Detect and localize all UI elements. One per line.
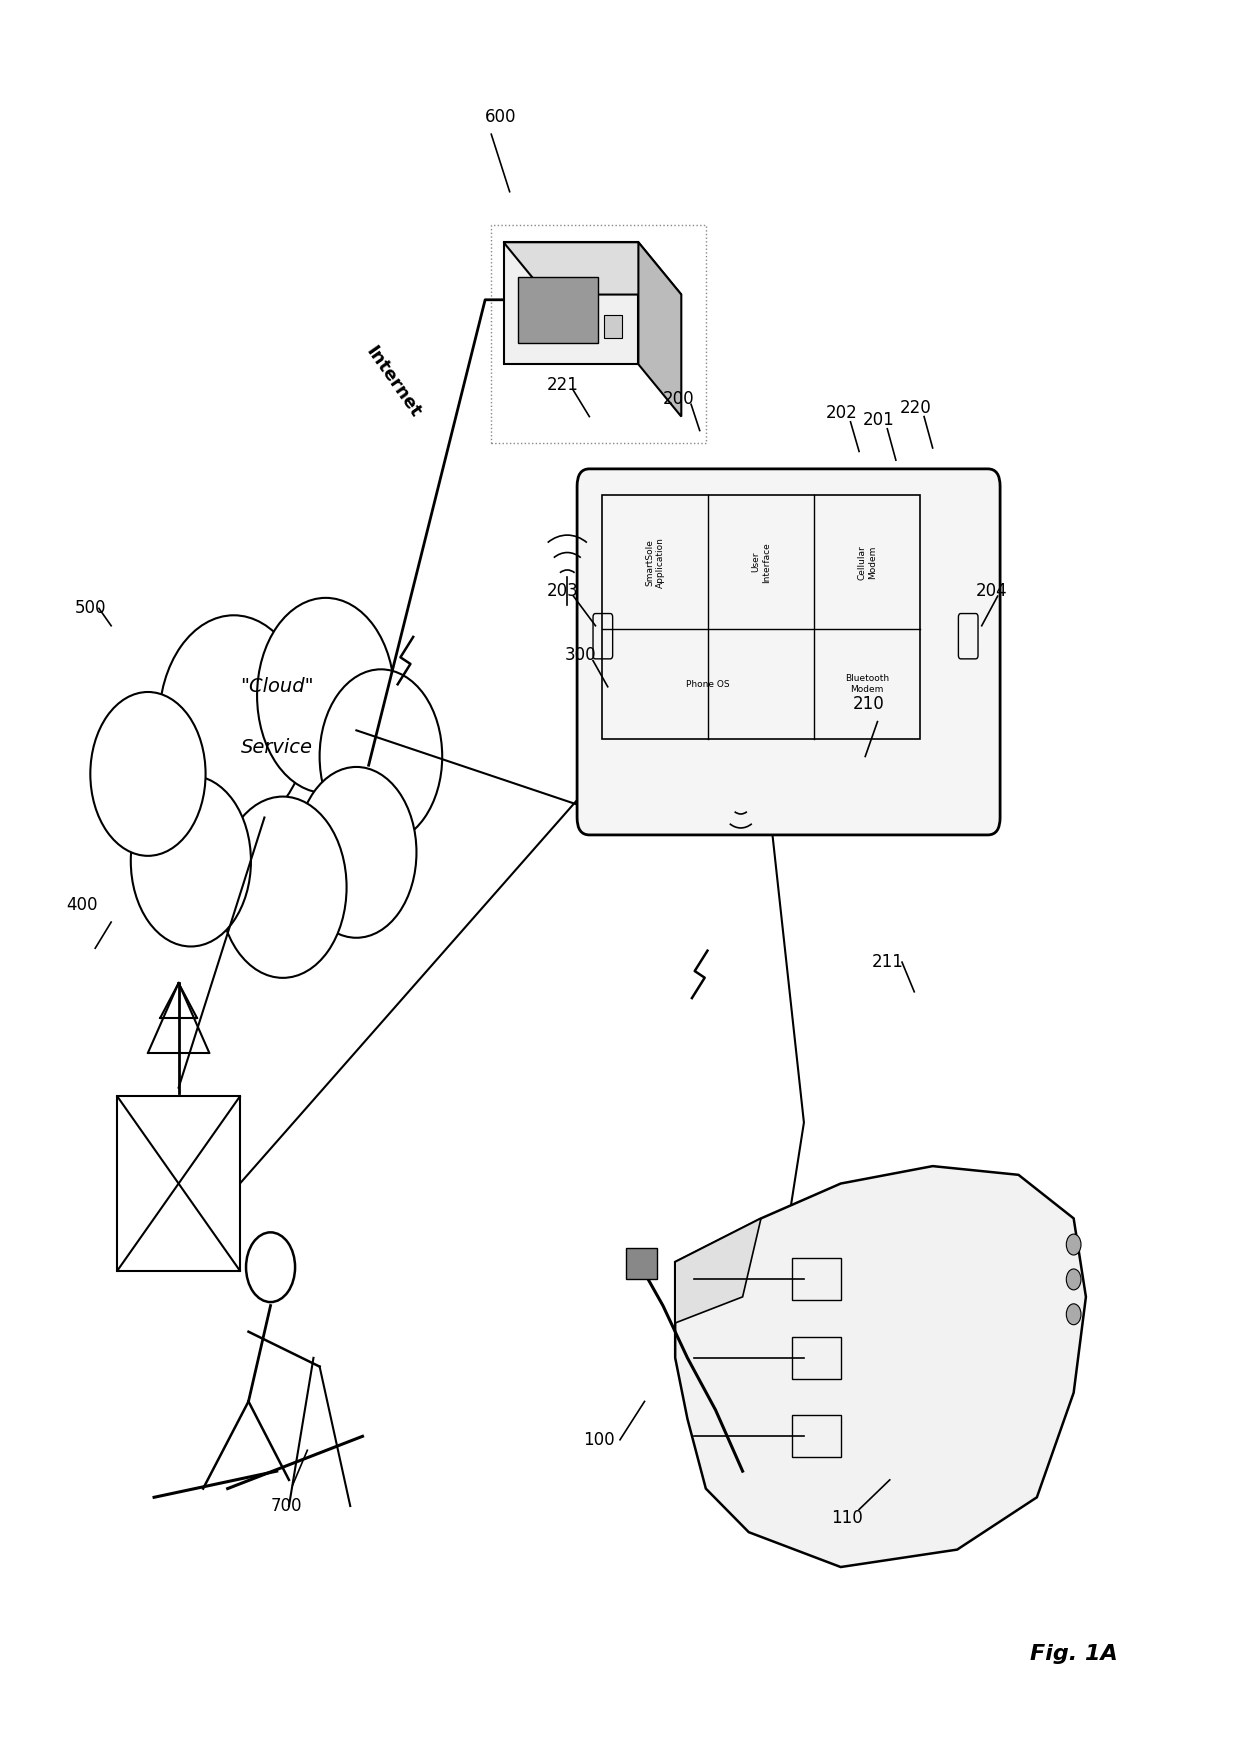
Circle shape [257, 597, 394, 792]
Text: 202: 202 [826, 404, 858, 422]
Text: 204: 204 [976, 582, 1007, 599]
Text: 110: 110 [831, 1509, 863, 1527]
Bar [601, 495, 920, 740]
Circle shape [1066, 1304, 1081, 1325]
Circle shape [1066, 1233, 1081, 1254]
Circle shape [159, 615, 309, 828]
FancyBboxPatch shape [577, 469, 1001, 835]
Bar [518, 278, 598, 343]
Text: 400: 400 [66, 896, 97, 914]
Circle shape [130, 775, 250, 947]
Text: User
Interface: User Interface [751, 541, 771, 583]
Polygon shape [503, 242, 681, 295]
Text: 300: 300 [565, 647, 596, 664]
Circle shape [1066, 1269, 1081, 1290]
Text: 211: 211 [872, 952, 903, 972]
Text: 210: 210 [853, 696, 884, 713]
Bar [791, 1337, 841, 1379]
Text: 200: 200 [663, 390, 694, 408]
Text: 203: 203 [547, 582, 578, 599]
Text: Phone OS: Phone OS [686, 680, 729, 689]
Bar [791, 1258, 841, 1300]
Text: 100: 100 [583, 1430, 615, 1450]
Text: Fig. 1A: Fig. 1A [1029, 1645, 1117, 1664]
Text: 201: 201 [863, 411, 894, 429]
Polygon shape [639, 242, 681, 416]
Text: Internet: Internet [362, 343, 424, 420]
Text: 700: 700 [270, 1497, 303, 1515]
Text: Bluetooth
Modem: Bluetooth Modem [846, 675, 889, 694]
Circle shape [219, 796, 346, 979]
Circle shape [296, 768, 417, 938]
Bar [118, 1096, 239, 1270]
Text: 600: 600 [485, 107, 517, 127]
Text: Service: Service [241, 738, 312, 757]
Polygon shape [675, 1218, 761, 1323]
Polygon shape [503, 242, 639, 364]
Text: Cellular
Modem: Cellular Modem [858, 545, 877, 580]
Bar [626, 1247, 657, 1279]
Text: 220: 220 [899, 399, 931, 416]
Bar [604, 316, 622, 337]
Text: 500: 500 [74, 599, 105, 617]
Polygon shape [675, 1167, 1086, 1567]
Text: 221: 221 [547, 376, 578, 394]
Circle shape [91, 692, 206, 856]
Bar [791, 1416, 841, 1457]
Text: "Cloud": "Cloud" [239, 676, 314, 696]
Circle shape [320, 669, 443, 843]
Text: SmartSole
Application: SmartSole Application [645, 536, 665, 587]
